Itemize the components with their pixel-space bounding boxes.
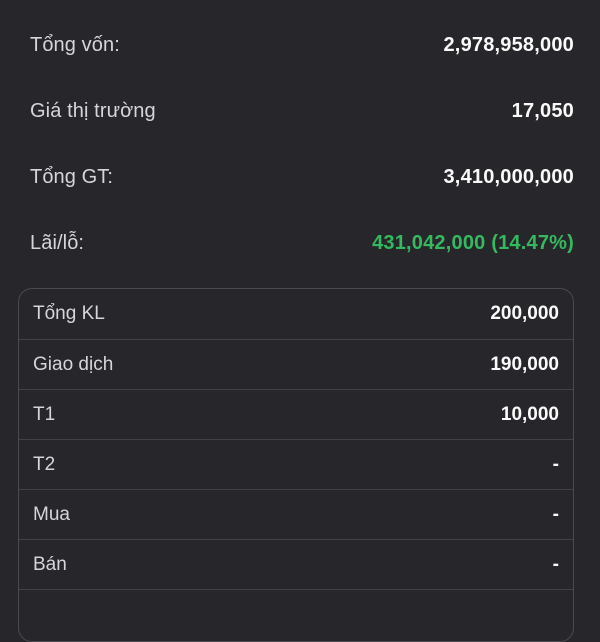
total-capital-value: 2,978,958,000 [443,33,574,56]
table-row-trading: Giao dịch 190,000 [19,339,573,389]
total-value-label: Tổng GT: [30,165,114,188]
total-capital-label: Tổng vốn: [30,33,120,56]
profit-loss-label: Lãi/lỗ: [30,231,85,254]
total-volume-value: 200,000 [490,303,559,324]
market-price-label: Giá thị trường [30,99,156,122]
table-row-sell: Bán - [19,539,573,589]
table-row-t1: T1 10,000 [19,389,573,439]
trading-value: 190,000 [490,353,559,375]
table-row-t2: T2 - [19,439,573,489]
t1-value: 10,000 [500,403,559,425]
position-table: Tổng KL 200,000 Giao dịch 190,000 T1 10,… [18,288,574,642]
summary-row-total-value: Tổng GT: 3,410,000,000 [30,144,574,210]
summary-row-profit-loss: Lãi/lỗ: 431,042,000 (14.47%) [30,210,574,276]
table-row-buy: Mua - [19,489,573,539]
table-row-partial [19,589,573,639]
sell-value: - [552,553,559,575]
summary-row-market-price: Giá thị trường 17,050 [30,78,574,144]
trading-label: Giao dịch [33,353,114,375]
t2-label: T2 [33,453,56,475]
total-volume-label: Tổng KL [33,303,105,324]
profit-loss-value: 431,042,000 (14.47%) [372,231,574,254]
market-price-value: 17,050 [511,99,574,122]
buy-label: Mua [33,503,70,525]
total-value-value: 3,410,000,000 [443,165,574,188]
summary-row-total-capital: Tổng vốn: 2,978,958,000 [30,12,574,78]
table-row-total-volume: Tổng KL 200,000 [19,289,573,339]
t2-value: - [552,453,559,475]
buy-value: - [552,503,559,525]
sell-label: Bán [33,553,67,575]
summary-section: Tổng vốn: 2,978,958,000 Giá thị trường 1… [0,0,600,276]
t1-label: T1 [33,403,56,425]
